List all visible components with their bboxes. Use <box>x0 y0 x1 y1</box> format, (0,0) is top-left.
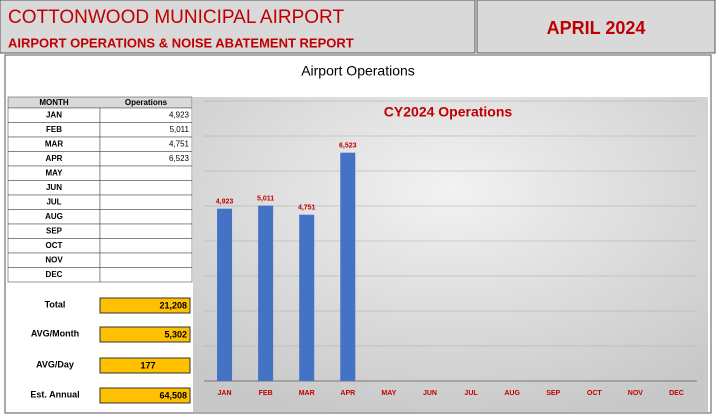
month-label: JAN <box>46 110 62 119</box>
report-title: COTTONWOOD MUNICIPAL AIRPORT <box>8 7 344 28</box>
x-tick-label: NOV <box>628 390 644 397</box>
month-label: NOV <box>45 255 63 264</box>
table-header: MONTH <box>39 98 69 107</box>
summary-box <box>99 326 191 343</box>
content-border <box>4 54 712 414</box>
summary-label: Total <box>45 299 66 309</box>
summary-box <box>99 297 191 314</box>
summary-value: 5,302 <box>164 329 187 339</box>
table-cell <box>99 180 193 196</box>
operations-value: 4,751 <box>169 139 190 148</box>
x-tick-label: OCT <box>587 390 603 397</box>
bar <box>258 205 274 381</box>
table-cell <box>99 194 193 210</box>
x-tick-label: JUL <box>464 390 478 397</box>
header-box <box>0 0 476 54</box>
chart-area <box>193 97 708 412</box>
x-tick-label: JAN <box>218 390 232 397</box>
data-label: 6,523 <box>339 143 357 150</box>
x-tick-label: FEB <box>259 390 273 397</box>
data-label: 4,751 <box>298 205 316 212</box>
x-tick-label: SEP <box>546 390 560 397</box>
summary-label: AVG/Day <box>36 359 74 369</box>
table-cell <box>99 209 193 225</box>
report-subtitle: AIRPORT OPERATIONS & NOISE ABATEMENT REP… <box>8 35 354 50</box>
x-tick-label: AUG <box>504 390 520 397</box>
month-label: AUG <box>45 212 63 221</box>
summary-value: 177 <box>140 360 155 370</box>
summary-value: 64,508 <box>159 390 187 400</box>
x-tick-label: APR <box>340 390 355 397</box>
month-label: APR <box>46 154 63 163</box>
summary-label: Est. Annual <box>30 389 79 399</box>
month-label: FEB <box>46 125 62 134</box>
table-cell <box>99 223 193 239</box>
table-cell <box>99 252 193 268</box>
data-label: 4,923 <box>216 199 234 206</box>
bar <box>299 214 315 381</box>
table-header: Operations <box>125 98 168 107</box>
operations-value: 6,523 <box>169 154 190 163</box>
table-cell <box>99 165 193 181</box>
bar <box>217 208 233 381</box>
month-label: DEC <box>46 270 63 279</box>
table-cell <box>99 238 193 254</box>
x-tick-label: DEC <box>669 390 684 397</box>
chart-title: CY2024 Operations <box>384 104 513 120</box>
data-label: 5,011 <box>257 195 274 202</box>
operations-value: 4,923 <box>169 110 190 119</box>
section-title: Airport Operations <box>301 63 415 79</box>
month-label: SEP <box>46 226 63 235</box>
operations-value: 5,011 <box>170 125 190 134</box>
month-label: JUN <box>46 183 62 192</box>
bar <box>340 152 356 381</box>
month-label: MAY <box>45 168 63 177</box>
summary-value: 21,208 <box>159 300 187 310</box>
x-tick-label: MAR <box>299 390 315 397</box>
summary-label: AVG/Month <box>31 328 79 338</box>
summary-box <box>99 357 191 374</box>
month-label: OCT <box>46 241 63 250</box>
table-cell <box>99 267 193 283</box>
x-tick-label: MAY <box>381 390 396 397</box>
x-tick-label: JUN <box>423 390 437 397</box>
summary-box <box>99 387 191 404</box>
report-period: APRIL 2024 <box>547 18 646 38</box>
month-label: MAR <box>45 139 63 148</box>
month-label: JUL <box>46 197 61 206</box>
period-box <box>476 0 716 54</box>
